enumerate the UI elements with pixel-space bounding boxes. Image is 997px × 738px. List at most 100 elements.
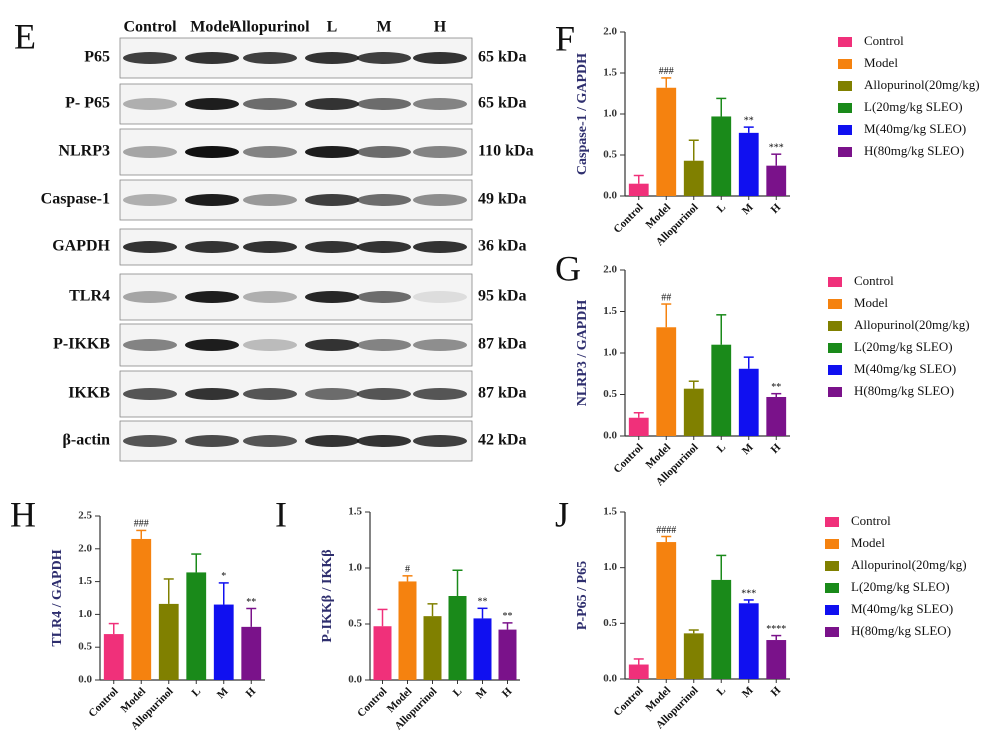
blot-column-label: Control <box>123 19 177 36</box>
blot-row-label: P65 <box>84 49 110 66</box>
legend-swatch <box>825 605 839 615</box>
legend-label: H(80mg/kg SLEO) <box>854 383 954 398</box>
blot-row-label: IKKB <box>68 385 110 402</box>
bar <box>738 368 759 436</box>
significance-label: ** <box>246 597 256 608</box>
y-tick-label: 2.5 <box>78 510 92 522</box>
legend-swatch <box>838 81 852 91</box>
significance-label: ** <box>478 597 488 608</box>
blot-column-label: H <box>434 19 447 36</box>
panel-letter: F <box>555 18 575 58</box>
y-tick-label: 0.5 <box>603 617 617 629</box>
significance-label: ** <box>503 611 513 622</box>
legend-label: L(20mg/kg SLEO) <box>864 99 963 114</box>
blot-kda-label: 65 kDa <box>478 49 526 66</box>
blot-band <box>243 291 297 303</box>
blot-band <box>305 339 359 351</box>
y-tick-label: 1.0 <box>603 108 617 120</box>
bar <box>656 87 677 196</box>
blot-kda-label: 42 kDa <box>478 432 526 449</box>
blot-band <box>305 388 359 400</box>
y-tick-label: 1.0 <box>603 347 617 359</box>
blot-row-label: NLRP3 <box>58 143 110 160</box>
legend-label: M(40mg/kg SLEO) <box>851 601 953 616</box>
blot-band <box>305 241 359 253</box>
y-tick-label: 1.5 <box>603 305 617 317</box>
bar <box>766 396 787 436</box>
blot-band <box>357 194 411 206</box>
blot-band <box>357 291 411 303</box>
blot-kda-label: 87 kDa <box>478 385 526 402</box>
legend-label: H(80mg/kg SLEO) <box>864 143 964 158</box>
legend-label: Allopurinol(20mg/kg) <box>851 557 967 572</box>
blot-row-label: β-actin <box>62 432 110 449</box>
bar <box>423 616 442 680</box>
blot-strip <box>119 273 473 321</box>
blot-column-label: Allopurinol <box>230 19 310 36</box>
panel-letter: J <box>555 494 569 534</box>
significance-label: # <box>405 564 410 575</box>
y-axis-label: Caspase-1 / GAPDH <box>575 53 590 175</box>
y-tick-label: 1.5 <box>348 506 362 518</box>
bar <box>683 388 704 436</box>
bar <box>656 327 677 436</box>
panel-letter: E <box>14 16 36 56</box>
legend-label: L(20mg/kg SLEO) <box>854 339 953 354</box>
bar <box>213 604 234 680</box>
blot-band <box>123 98 177 110</box>
blot-kda-label: 49 kDa <box>478 191 526 208</box>
blot-band <box>305 291 359 303</box>
blot-column-label: Model <box>190 19 234 36</box>
blot-band <box>357 435 411 447</box>
blot-band <box>123 52 177 64</box>
legend-label: L(20mg/kg SLEO) <box>851 579 950 594</box>
blot-kda-label: 65 kDa <box>478 95 526 112</box>
legend-label: Allopurinol(20mg/kg) <box>854 317 970 332</box>
legend-label: Model <box>851 535 885 550</box>
y-tick-label: 0.5 <box>603 388 617 400</box>
bar <box>683 633 704 679</box>
y-tick-label: 0.0 <box>603 190 617 202</box>
blot-band <box>357 388 411 400</box>
legend-swatch <box>828 299 842 309</box>
bar <box>738 132 759 196</box>
blot-strip <box>119 323 473 367</box>
blot-band <box>185 52 239 64</box>
blot-band <box>123 388 177 400</box>
blot-band <box>243 98 297 110</box>
blot-band <box>413 291 467 303</box>
bar <box>473 618 492 680</box>
bar <box>738 603 759 679</box>
blot-band <box>123 291 177 303</box>
y-tick-label: 1.5 <box>78 575 92 587</box>
bar <box>186 572 207 680</box>
y-axis-label: P-IKKβ / IKKβ <box>320 549 335 642</box>
blot-band <box>357 146 411 158</box>
y-axis-label: NLRP3 / GAPDH <box>575 300 590 407</box>
y-tick-label: 2.0 <box>603 264 617 276</box>
legend-swatch <box>825 627 839 637</box>
blot-band <box>123 194 177 206</box>
blot-band <box>305 146 359 158</box>
blot-band <box>185 241 239 253</box>
bar <box>683 160 704 196</box>
significance-label: *** <box>769 142 784 153</box>
significance-label: *** <box>741 588 756 599</box>
significance-label: ### <box>134 519 149 530</box>
bar <box>711 579 732 679</box>
blot-band <box>185 194 239 206</box>
significance-label: * <box>221 571 226 582</box>
blot-band <box>243 194 297 206</box>
blot-row-label: TLR4 <box>69 288 110 305</box>
blot-band <box>185 339 239 351</box>
y-tick-label: 1.5 <box>603 67 617 79</box>
blot-band <box>305 194 359 206</box>
legend-swatch <box>838 37 852 47</box>
blot-band <box>413 98 467 110</box>
blot-band <box>185 388 239 400</box>
y-tick-label: 1.0 <box>348 562 362 574</box>
blot-band <box>243 388 297 400</box>
legend-label: M(40mg/kg SLEO) <box>854 361 956 376</box>
legend-swatch <box>838 59 852 69</box>
blot-band <box>357 241 411 253</box>
